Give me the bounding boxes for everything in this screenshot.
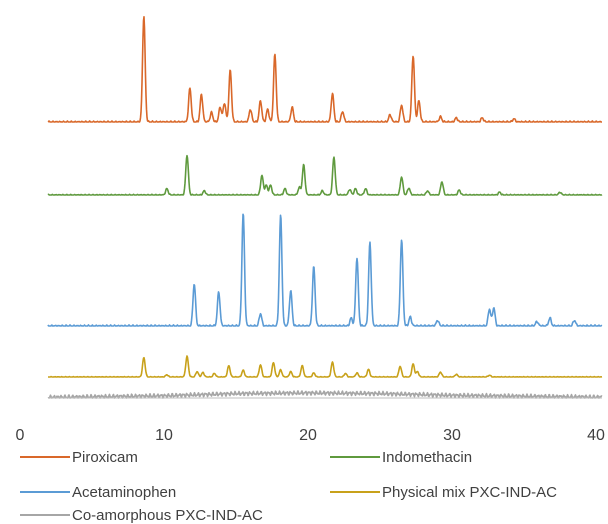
legend-label: Indomethacin: [382, 449, 472, 466]
legend-label: Piroxicam: [72, 449, 138, 466]
x-tick-label: 40: [587, 427, 605, 444]
series-physical-mix-pxc-ind-ac: [47, 355, 603, 378]
x-tick-label: 30: [443, 427, 461, 444]
x-tick-label: 10: [155, 427, 173, 444]
legend-item-piroxicam: Piroxicam: [20, 449, 138, 466]
x-tick-label: 20: [299, 427, 317, 444]
x-tick-labels: 0 10 20 30 40: [16, 427, 605, 444]
legend-item-co-amorphous-pxc-ind-ac: Co-amorphous PXC-IND-AC: [20, 507, 263, 524]
series-piroxicam: [47, 16, 603, 123]
legend-label: Physical mix PXC-IND-AC: [382, 484, 557, 501]
legend: Piroxicam Indomethacin Acetaminophen Physic…: [20, 449, 557, 524]
series-line-acetaminophen: [47, 213, 603, 327]
series-line-indomethacin: [47, 154, 603, 196]
legend-label: Co-amorphous PXC-IND-AC: [72, 507, 263, 524]
legend-item-indomethacin: Indomethacin: [330, 449, 472, 466]
legend-item-acetaminophen: Acetaminophen: [20, 484, 176, 501]
legend-label: Acetaminophen: [72, 484, 176, 501]
series-co-amorphous-pxc-ind-ac: [47, 390, 603, 399]
legend-item-physical-mix-pxc-ind-ac: Physical mix PXC-IND-AC: [330, 484, 557, 501]
plot-area: [47, 16, 603, 399]
series-line-piroxicam: [47, 16, 603, 123]
series-line-co-amorphous-pxc-ind-ac: [47, 390, 603, 399]
x-tick-label: 0: [16, 427, 25, 444]
series-indomethacin: [47, 154, 603, 196]
series-acetaminophen: [47, 213, 603, 327]
series-line-physical-mix-pxc-ind-ac: [47, 355, 603, 378]
